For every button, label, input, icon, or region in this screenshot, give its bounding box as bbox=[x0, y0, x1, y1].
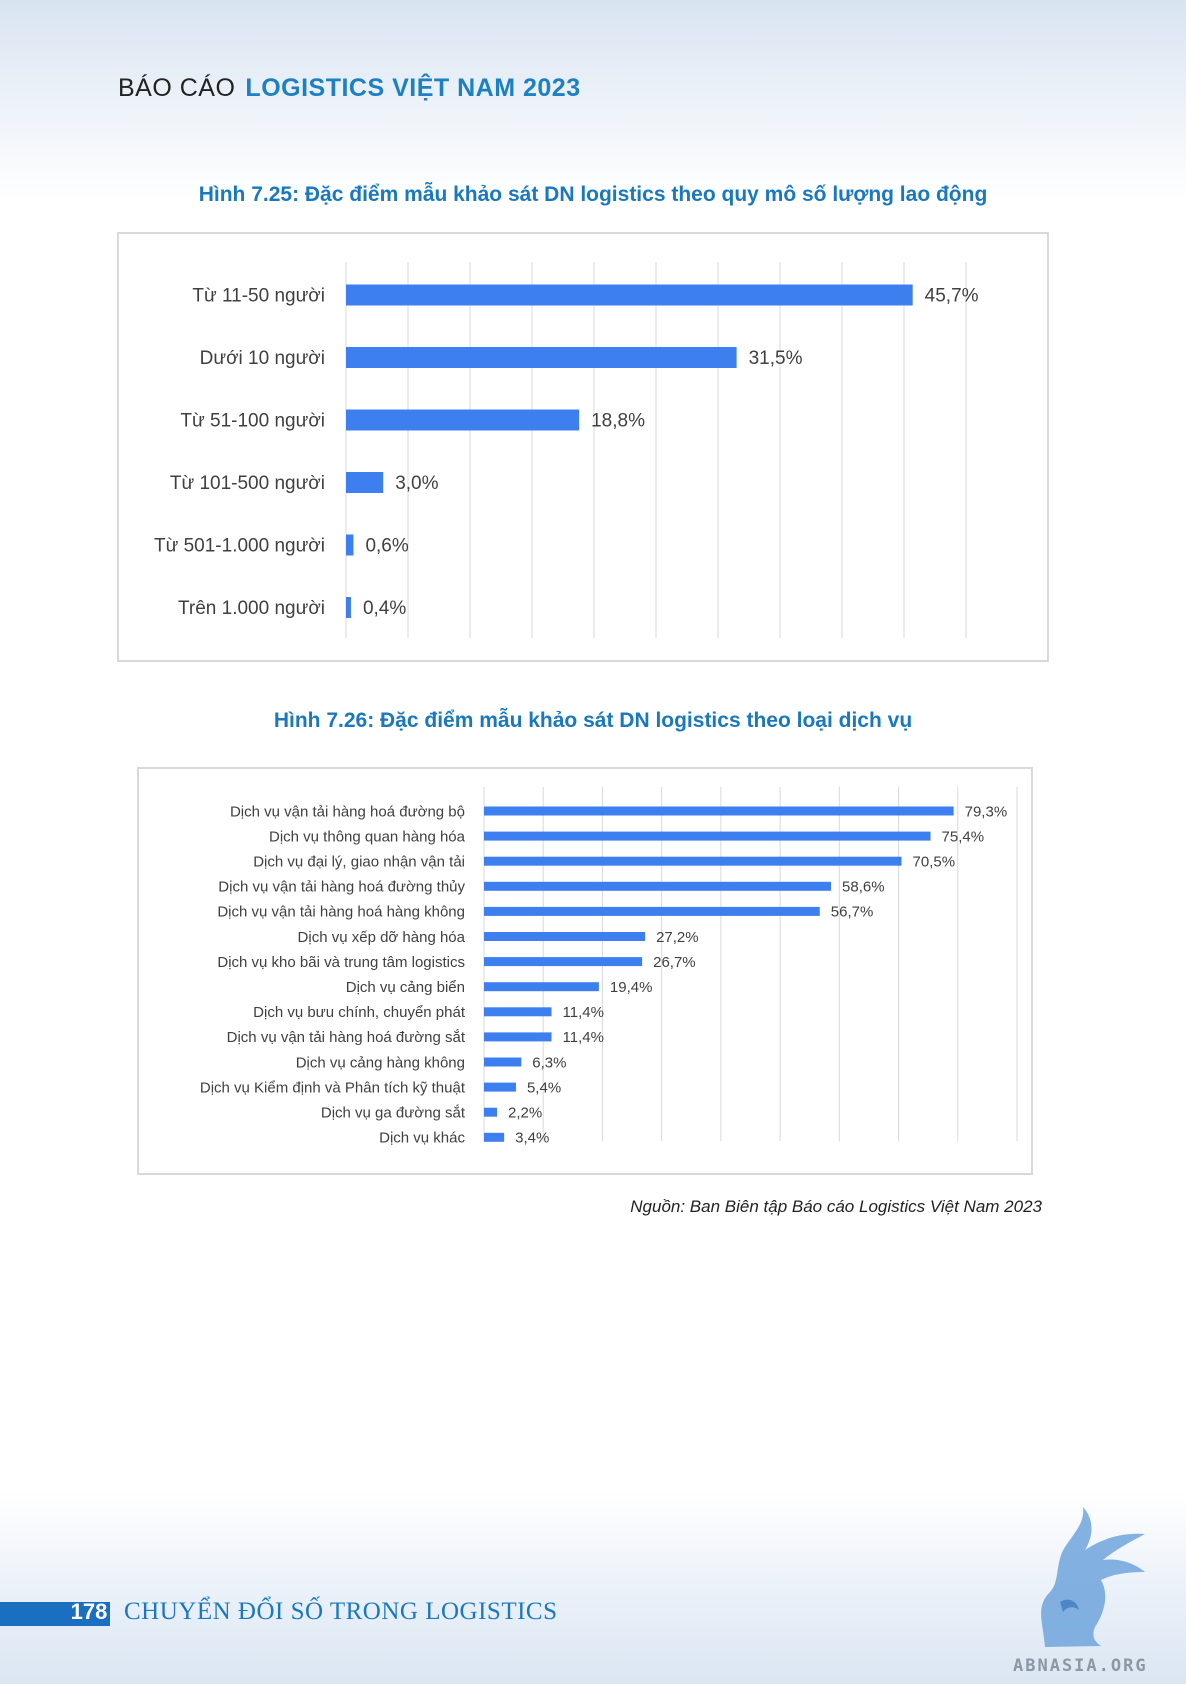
bar bbox=[484, 856, 902, 866]
bar bbox=[484, 982, 599, 992]
figure-2-title: Hình 7.26: Đặc điểm mẫu khảo sát DN logi… bbox=[273, 709, 913, 732]
category-label: Dịch vụ Kiểm định và Phân tích kỹ thuật bbox=[200, 1079, 466, 1096]
griffin-logo-icon bbox=[1041, 1507, 1145, 1647]
bar bbox=[484, 1007, 552, 1017]
data-label: 27,2% bbox=[656, 929, 699, 946]
report-header: BÁO CÁO LOGISTICS VIỆT NAM 2023 bbox=[118, 74, 581, 103]
category-label: Dịch vụ bưu chính, chuyển phát bbox=[253, 1004, 466, 1021]
figure-1-title: Hình 7.25: Đặc điểm mẫu khảo sát DN logi… bbox=[198, 183, 988, 206]
bar bbox=[484, 1107, 498, 1117]
category-label: Dịch vụ vận tải hàng hoá đường sắt bbox=[227, 1029, 466, 1046]
bar bbox=[346, 347, 737, 368]
bar bbox=[484, 1032, 552, 1042]
data-label: 31,5% bbox=[749, 348, 803, 369]
data-label: 3,4% bbox=[515, 1130, 549, 1147]
bar bbox=[484, 806, 954, 816]
data-label: 0,4% bbox=[363, 598, 406, 619]
category-label: Từ 101-500 người bbox=[170, 473, 325, 494]
data-label: 75,4% bbox=[942, 828, 985, 845]
bar bbox=[484, 1057, 522, 1067]
category-label: Từ 51-100 người bbox=[180, 411, 325, 432]
category-label: Từ 501-1.000 người bbox=[154, 536, 325, 557]
data-label: 45,7% bbox=[925, 286, 979, 307]
header-background bbox=[0, 0, 1186, 200]
category-label: Dịch vụ cảng biển bbox=[346, 979, 465, 996]
page-number: 178 bbox=[70, 1599, 108, 1624]
category-label: Từ 11-50 người bbox=[192, 286, 325, 307]
data-label: 3,0% bbox=[395, 473, 438, 494]
chart-2-box: Dịch vụ vận tải hàng hoá đường bộ 79,3% Dị… bbox=[137, 767, 1033, 1175]
category-label: Trên 1.000 người bbox=[178, 598, 325, 619]
data-label: 19,4% bbox=[610, 979, 653, 996]
category-label: Dịch vụ xếp dỡ hàng hóa bbox=[298, 929, 466, 946]
category-label: Dịch vụ ga đường sắt bbox=[321, 1104, 466, 1121]
bar bbox=[484, 831, 931, 841]
data-label: 79,3% bbox=[965, 803, 1008, 820]
data-label: 0,6% bbox=[365, 536, 408, 557]
watermark-text: ABNASIA.ORG bbox=[1013, 1656, 1148, 1676]
category-label: Dưới 10 người bbox=[200, 348, 325, 369]
header-title: LOGISTICS VIỆT NAM 2023 bbox=[245, 74, 581, 102]
footer-title: CHUYỂN ĐỔI SỐ TRONG LOGISTICS bbox=[124, 1598, 558, 1625]
chart-1: Từ 11-50 người 45,7% Dưới 10 người 31,5% Từ … bbox=[154, 262, 979, 638]
bar bbox=[346, 597, 351, 618]
bar bbox=[484, 932, 646, 941]
data-label: 11,4% bbox=[563, 1004, 604, 1021]
category-label: Dịch vụ khác bbox=[379, 1130, 465, 1147]
data-label: 6,3% bbox=[532, 1054, 566, 1071]
bar bbox=[484, 881, 832, 891]
source-note: Nguồn: Ban Biên tập Báo cáo Logistics Vi… bbox=[630, 1197, 1042, 1216]
category-label: Dịch vụ cảng hàng không bbox=[296, 1054, 465, 1071]
bar bbox=[484, 906, 820, 916]
category-label: Dịch vụ kho bãi và trung tâm logistics bbox=[217, 954, 465, 971]
bar bbox=[346, 284, 913, 306]
category-label: Dịch vụ vận tải hàng hoá đường thủy bbox=[218, 879, 465, 896]
category-label: Dịch vụ vận tải hàng hoá hàng không bbox=[217, 904, 465, 921]
data-label: 18,8% bbox=[591, 411, 645, 432]
chart-2: Dịch vụ vận tải hàng hoá đường bộ 79,3% Dị… bbox=[200, 787, 1018, 1147]
data-label: 56,7% bbox=[831, 904, 874, 921]
data-label: 2,2% bbox=[508, 1104, 542, 1121]
data-label: 11,4% bbox=[563, 1029, 604, 1046]
data-label: 26,7% bbox=[653, 954, 696, 971]
category-label: Dịch vụ thông quan hàng hóa bbox=[269, 828, 466, 845]
bar bbox=[484, 957, 643, 967]
footer-bar bbox=[0, 1602, 110, 1626]
bar bbox=[346, 409, 580, 431]
bar bbox=[484, 1082, 516, 1092]
category-label: Dịch vụ đại lý, giao nhận vận tải bbox=[253, 853, 465, 870]
footer-background bbox=[0, 1490, 1186, 1684]
data-label: 70,5% bbox=[913, 853, 956, 870]
header-prefix: BÁO CÁO bbox=[118, 74, 236, 102]
chart-1-box: Từ 11-50 người 45,7% Dưới 10 người 31,5% Từ … bbox=[117, 232, 1049, 662]
data-label: 58,6% bbox=[842, 879, 885, 896]
bar bbox=[346, 534, 354, 556]
bar bbox=[484, 1132, 505, 1142]
bar bbox=[346, 472, 384, 493]
data-label: 5,4% bbox=[527, 1079, 561, 1096]
category-label: Dịch vụ vận tải hàng hoá đường bộ bbox=[230, 803, 465, 820]
